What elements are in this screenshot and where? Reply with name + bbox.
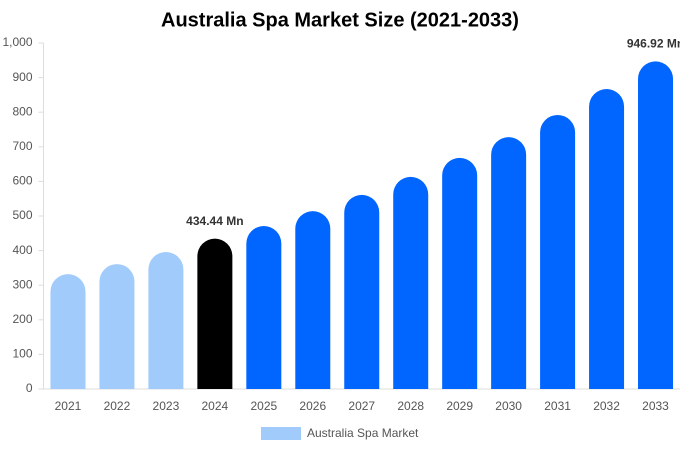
y-tick-label: 600 [12,174,32,188]
y-tick-label: 0 [26,381,33,395]
y-tick-label: 900 [12,70,32,84]
x-tick-label: 2025 [250,399,277,413]
legend-label: Australia Spa Market [307,426,419,440]
bar [295,211,331,389]
value-label: 434.44 Mn [186,214,243,228]
x-tick-label: 2021 [55,399,82,413]
x-tick-label: 2029 [446,399,473,413]
x-tick-label: 2033 [642,399,669,413]
value-label: 946.92 Mn [627,37,680,51]
y-tick-label: 800 [12,104,32,118]
bar [50,274,86,389]
y-tick-label: 200 [12,312,32,326]
y-tick-label: 1,000 [2,35,32,49]
legend-swatch [261,427,301,440]
chart-title: Australia Spa Market Size (2021-2033) [161,9,519,31]
bar [638,61,674,390]
bar [442,157,478,389]
bar [589,89,625,389]
y-tick-label: 700 [12,139,32,153]
bar [197,238,233,389]
y-tick-label: 500 [12,208,32,222]
x-tick-label: 2024 [202,399,229,413]
x-tick-label: 2031 [544,399,571,413]
bar [99,264,135,389]
bar [393,176,429,389]
bar [540,114,576,389]
x-tick-label: 2022 [104,399,131,413]
bar [246,226,282,389]
x-tick-label: 2026 [299,399,326,413]
y-tick-label: 400 [12,243,32,257]
y-tick-label: 100 [12,347,32,361]
x-tick-label: 2028 [397,399,424,413]
x-tick-label: 2027 [348,399,375,413]
x-tick-label: 2023 [153,399,180,413]
x-tick-label: 2032 [593,399,620,413]
y-tick-label: 300 [12,277,32,291]
x-tick-label: 2030 [495,399,522,413]
bar [491,137,527,389]
bar [344,194,380,389]
bar [148,251,184,389]
